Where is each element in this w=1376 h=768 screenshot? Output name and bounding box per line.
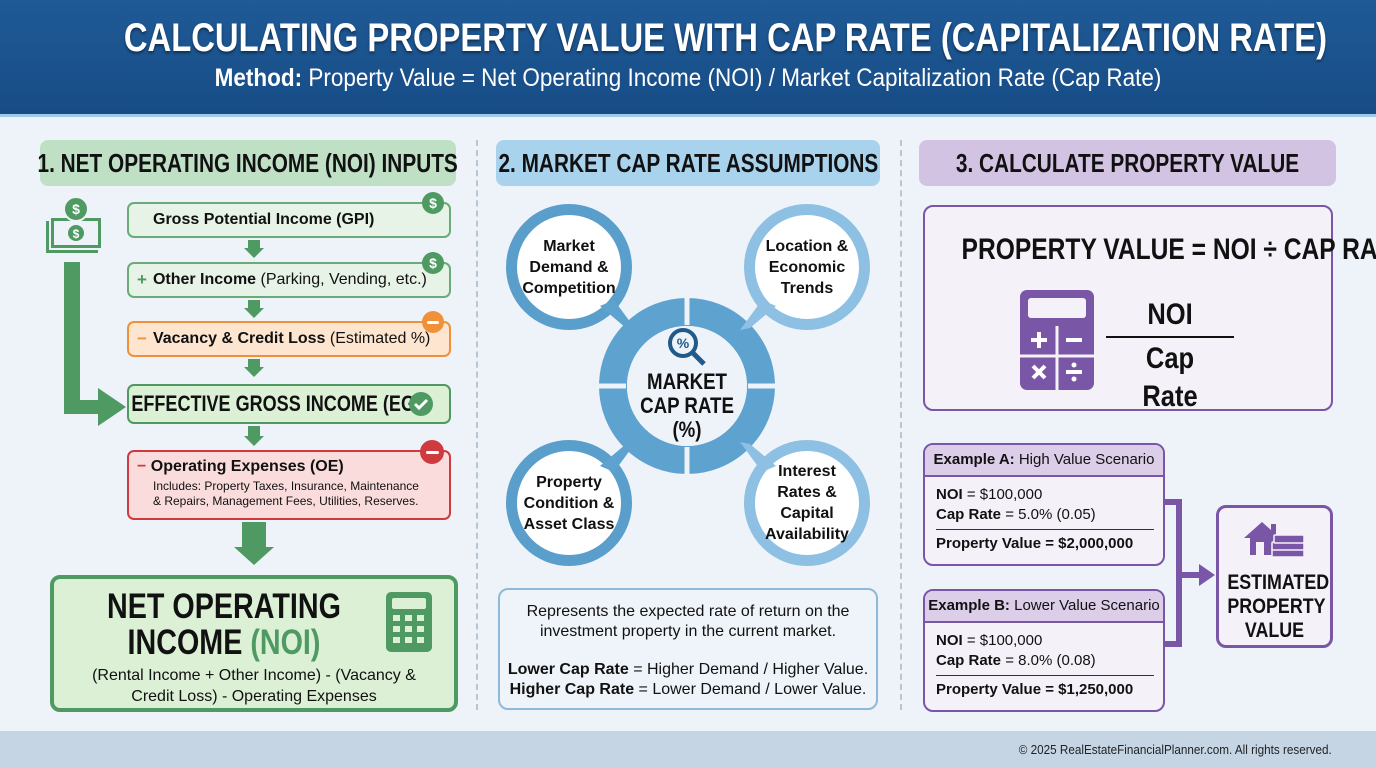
cap-rate-center-label: MARKET CAP RATE (%) bbox=[640, 369, 734, 442]
estimated-value-box: ESTIMATED PROPERTY VALUE bbox=[1216, 505, 1333, 648]
arrow-icon bbox=[740, 300, 776, 330]
vacancy-box: − Vacancy & Credit Loss (Estimated %) bbox=[127, 321, 451, 357]
example-a-card: Example A: High Value Scenario NOI = $10… bbox=[923, 443, 1165, 566]
formula-box: PROPERTY VALUE = NOI ÷ CAP RATE bbox=[923, 205, 1376, 411]
example-a-noi: NOI = $100,000 bbox=[936, 486, 1043, 503]
flow-arrow-icon bbox=[64, 262, 126, 426]
section3-header: 3. CALCULATE PROPERTY VALUE bbox=[919, 140, 1336, 186]
lower-cap-rate-rule: Lower Cap Rate = Higher Demand / Higher … bbox=[507, 661, 869, 678]
other-income-label: Other Income bbox=[152, 271, 257, 288]
arrow-down-icon bbox=[244, 367, 264, 377]
formula-text: PROPERTY VALUE = NOI ÷ CAP RATE bbox=[961, 233, 1376, 266]
minus-badge-icon bbox=[422, 311, 444, 333]
divider-line bbox=[936, 529, 1154, 530]
method-text: Property Value = Net Operating Income (N… bbox=[308, 64, 1162, 92]
calculator-icon bbox=[386, 592, 432, 652]
method-subtitle: Method: Property Value = Net Operating I… bbox=[69, 64, 1307, 93]
minus-icon: − bbox=[137, 329, 147, 348]
column-divider bbox=[900, 140, 902, 710]
svg-text:%: % bbox=[677, 335, 690, 351]
column-divider bbox=[476, 140, 478, 710]
copyright-text: © 2025 RealEstateFinancialPlanner.com. A… bbox=[1019, 742, 1332, 757]
other-income-detail: (Parking, Vending, etc.) bbox=[256, 271, 427, 288]
example-b-result: Property Value = $1,250,000 bbox=[936, 681, 1134, 698]
numerator: NOI bbox=[1147, 298, 1193, 331]
svg-text:$: $ bbox=[73, 227, 80, 241]
noi-title-line2: INCOME (NOI) bbox=[127, 623, 321, 662]
arrow-shaft bbox=[242, 522, 266, 548]
dollar-badge-icon: $ bbox=[422, 192, 444, 214]
oe-title: Operating Expenses (OE) bbox=[150, 458, 344, 475]
checkmark-icon bbox=[409, 392, 433, 416]
example-b-cap-rate: Cap Rate = 8.0% (0.08) bbox=[936, 652, 1096, 669]
calculator-icon bbox=[1020, 290, 1094, 390]
example-a-cap-rate: Cap Rate = 5.0% (0.05) bbox=[936, 506, 1096, 523]
percent-magnifier-icon: % bbox=[668, 328, 706, 366]
plus-icon: + bbox=[137, 270, 147, 289]
vacancy-label: Vacancy & Credit Loss bbox=[152, 330, 326, 347]
other-income-box: + Other Income (Parking, Vending, etc.) bbox=[127, 262, 451, 298]
arrow-shaft bbox=[248, 240, 260, 248]
arrow-down-icon bbox=[244, 248, 264, 258]
estimated-value-label: ESTIMATED PROPERTY VALUE bbox=[1227, 571, 1330, 642]
header-banner: CALCULATING PROPERTY VALUE WITH CAP RATE… bbox=[0, 0, 1376, 117]
example-b-noi: NOI = $100,000 bbox=[936, 632, 1043, 649]
higher-cap-rate-rule: Higher Cap Rate = Lower Demand / Lower V… bbox=[509, 681, 867, 698]
example-a-result: Property Value = $2,000,000 bbox=[936, 535, 1134, 552]
example-a-header: Example A: High Value Scenario bbox=[925, 445, 1163, 477]
arrow-icon bbox=[600, 300, 636, 330]
gpi-box: Gross Potential Income (GPI) bbox=[127, 202, 451, 238]
house-money-icon bbox=[1243, 522, 1305, 558]
egi-label: EFFECTIVE GROSS INCOME (EGI) bbox=[131, 391, 427, 416]
arrow-down-icon bbox=[234, 547, 274, 565]
arrow-icon bbox=[740, 442, 776, 472]
example-b-card: Example B: Lower Value Scenario NOI = $1… bbox=[923, 589, 1165, 712]
dollar-badge-icon: $ bbox=[422, 252, 444, 274]
noi-formula: (Rental Income + Other Income) - (Vacanc… bbox=[92, 667, 416, 705]
footer: © 2025 RealEstateFinancialPlanner.com. A… bbox=[0, 731, 1376, 768]
noi-title-line1: NET OPERATING bbox=[107, 587, 341, 626]
cap-rate-ring-icon bbox=[596, 295, 778, 477]
denominator: Cap Rate bbox=[1142, 342, 1198, 413]
arrow-down-icon bbox=[244, 308, 264, 318]
bracket-arrow-icon bbox=[1163, 499, 1215, 647]
operating-expenses-box: − Operating Expenses (OE) Includes: Prop… bbox=[127, 450, 451, 520]
divider-line bbox=[936, 675, 1154, 676]
fraction: NOI Cap Rate bbox=[1106, 296, 1234, 416]
arrow-down-icon bbox=[244, 436, 264, 446]
arrow-shaft bbox=[248, 359, 260, 367]
money-icon: $ $ bbox=[46, 196, 103, 253]
minus-icon: − bbox=[137, 458, 147, 475]
oe-detail: Includes: Property Taxes, Insurance, Mai… bbox=[153, 479, 419, 508]
gpi-label: Gross Potential Income (GPI) bbox=[153, 211, 375, 228]
arrow-shaft bbox=[248, 300, 260, 308]
vacancy-detail: (Estimated %) bbox=[325, 330, 431, 347]
arrow-shaft bbox=[248, 426, 260, 436]
egi-box: EFFECTIVE GROSS INCOME (EGI) bbox=[127, 384, 451, 424]
page-title: CALCULATING PROPERTY VALUE WITH CAP RATE… bbox=[123, 16, 1328, 60]
method-label: Method: bbox=[214, 64, 303, 92]
section2-header: 2. MARKET CAP RATE ASSUMPTIONS bbox=[496, 140, 880, 186]
arrow-icon bbox=[600, 442, 636, 472]
section1-header: 1. NET OPERATING INCOME (NOI) INPUTS bbox=[38, 140, 458, 186]
factor-property-condition: Property Condition & Asset Class bbox=[506, 440, 632, 566]
minus-badge-icon bbox=[420, 440, 444, 464]
fraction-bar bbox=[1106, 336, 1234, 338]
cap-rate-note-box: Represents the expected rate of return o… bbox=[498, 588, 878, 710]
svg-text:$: $ bbox=[72, 201, 80, 217]
example-b-header: Example B: Lower Value Scenario bbox=[925, 591, 1163, 623]
